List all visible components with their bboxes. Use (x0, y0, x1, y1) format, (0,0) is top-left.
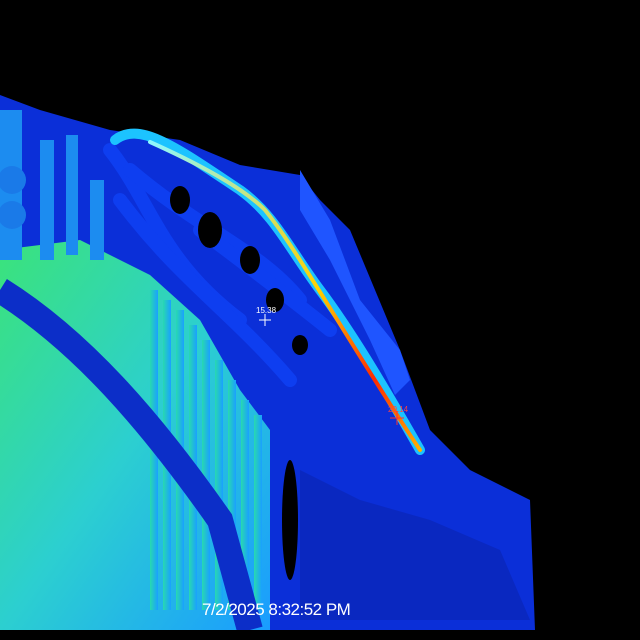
bushings (0, 110, 104, 260)
marker-1-crosshair (259, 314, 271, 326)
insulator-string (300, 170, 410, 395)
hot-conductor-core (148, 140, 422, 452)
marker-2-crosshair (390, 411, 404, 425)
lower-equipment (300, 470, 530, 620)
capture-timestamp: 7/2/2025 8:32:52 PM (202, 600, 351, 619)
dark-gaps (170, 186, 308, 580)
marker-1-temperature: 15.38 (256, 306, 277, 315)
diagonal-cable (0, 278, 263, 634)
marker-2-temperature: 20.14 (388, 405, 409, 414)
bottom-bar (0, 630, 640, 640)
